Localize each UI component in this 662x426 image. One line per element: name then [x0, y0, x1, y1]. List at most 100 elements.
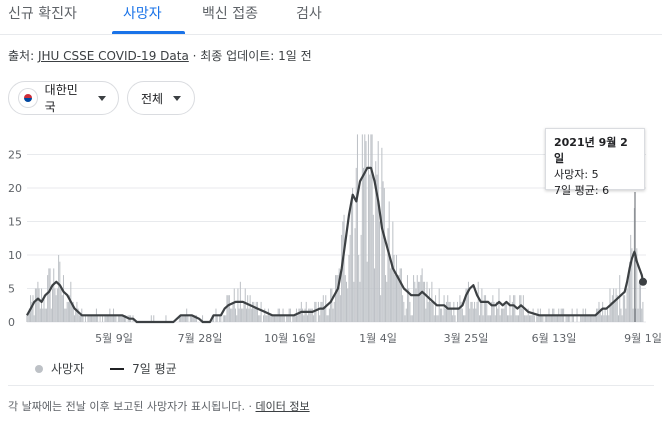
daily-death-bar	[383, 188, 385, 322]
tab-vaccinations[interactable]: 백신 접종	[202, 6, 258, 22]
daily-death-bar	[354, 228, 356, 322]
daily-death-bar	[565, 315, 567, 322]
deaths-chart[interactable]: 0 5 10 15 20 25 5월 9일 7월 28일 10월 16일 1월 4일 3월 25일 6…	[0, 120, 662, 352]
daily-death-bar	[414, 281, 416, 322]
bar-legend-marker	[35, 364, 43, 373]
daily-death-bar	[292, 315, 294, 322]
daily-death-bar	[274, 315, 276, 322]
daily-death-bar	[403, 301, 405, 322]
daily-death-bar	[72, 301, 74, 322]
daily-death-bar	[59, 261, 61, 322]
data-info-link[interactable]: 데이터 정보	[255, 400, 310, 413]
daily-death-bar	[497, 308, 499, 322]
daily-death-bar	[541, 315, 543, 322]
daily-death-bar	[65, 308, 67, 322]
y-tick-label: 10	[8, 249, 22, 262]
source-link[interactable]: JHU CSSE COVID-19 Data	[37, 49, 189, 63]
daily-death-bar	[580, 315, 582, 322]
daily-death-bar	[374, 268, 376, 322]
footnote-separator: ·	[245, 400, 256, 413]
daily-death-bar	[49, 268, 51, 322]
daily-death-bar	[638, 281, 640, 322]
daily-death-bar	[641, 308, 643, 322]
x-tick-label: 5월 9일	[95, 331, 133, 345]
tab-tests[interactable]: 검사	[296, 6, 322, 22]
daily-death-bar	[549, 315, 551, 322]
daily-death-bar	[345, 281, 347, 322]
daily-death-bar	[630, 234, 632, 322]
daily-death-bar	[386, 281, 388, 322]
daily-death-bar	[607, 308, 609, 322]
tab-new-cases[interactable]: 신규 확진자	[8, 6, 77, 22]
daily-death-bar	[472, 308, 474, 322]
x-tick-label: 9월 1일	[624, 331, 662, 345]
daily-death-bar	[416, 275, 418, 322]
daily-death-bar	[92, 315, 94, 322]
daily-death-bar	[533, 315, 535, 322]
daily-death-bar	[39, 308, 41, 322]
daily-death-bar	[449, 301, 451, 322]
daily-death-bar	[470, 301, 472, 322]
daily-death-bar	[443, 295, 445, 322]
daily-death-bar	[122, 315, 124, 322]
daily-death-bar	[639, 281, 641, 322]
daily-death-bar	[397, 275, 399, 322]
daily-death-bar	[524, 315, 526, 322]
daily-death-bar	[496, 301, 498, 322]
daily-death-bar	[637, 308, 639, 322]
daily-death-bar	[276, 315, 278, 322]
daily-death-bar	[220, 315, 222, 322]
daily-death-bar	[121, 315, 123, 322]
daily-death-bar	[153, 315, 155, 322]
daily-death-bar	[336, 275, 338, 322]
daily-death-bar	[26, 315, 28, 322]
daily-death-bar	[492, 295, 494, 322]
daily-death-bar	[298, 308, 300, 322]
daily-death-bar	[435, 295, 437, 322]
daily-death-bar	[230, 308, 232, 322]
daily-death-bar	[626, 288, 628, 322]
daily-death-bar	[43, 295, 45, 322]
daily-death-bar	[458, 308, 460, 322]
chevron-down-icon	[98, 95, 106, 101]
daily-death-bar	[555, 315, 557, 322]
region-dropdown[interactable]: 대한민국	[8, 81, 119, 115]
daily-death-bar	[506, 315, 509, 322]
daily-death-bar	[502, 308, 504, 322]
legend-bars-label: 사망자	[51, 362, 85, 376]
daily-death-bar	[427, 301, 429, 322]
daily-death-bar	[27, 315, 29, 322]
daily-death-bar	[78, 315, 80, 322]
daily-death-bar	[399, 268, 401, 322]
daily-death-bar	[303, 315, 305, 322]
daily-death-bar	[191, 315, 193, 322]
tab-deaths[interactable]: 사망자	[123, 6, 162, 22]
daily-death-bar	[342, 221, 344, 322]
daily-death-bar	[521, 308, 523, 322]
daily-death-bar	[328, 308, 330, 322]
daily-death-bar	[405, 308, 407, 322]
daily-death-bar	[123, 315, 125, 322]
daily-death-bar	[453, 301, 455, 322]
daily-death-bar	[106, 315, 108, 322]
daily-death-bar	[419, 281, 421, 322]
daily-death-bar	[193, 315, 195, 322]
daily-death-bar	[442, 315, 444, 322]
daily-death-bar	[426, 281, 428, 322]
daily-death-bar	[82, 315, 84, 322]
daily-death-bar	[589, 315, 591, 322]
daily-death-bar	[343, 214, 345, 322]
daily-death-bar	[347, 288, 349, 322]
daily-death-bar	[365, 141, 367, 322]
daily-death-bar	[270, 315, 272, 322]
daily-death-bar	[587, 315, 589, 322]
daily-death-bar	[184, 315, 186, 322]
daily-death-bar	[117, 315, 119, 322]
scope-dropdown[interactable]: 전체	[127, 81, 195, 115]
daily-death-bar	[599, 308, 601, 322]
daily-death-bar	[380, 295, 382, 322]
daily-death-bar	[249, 295, 251, 322]
tab-bar: 신규 확진자 사망자 백신 접종 검사	[0, 0, 662, 35]
daily-death-bar	[624, 295, 626, 322]
active-tab-indicator	[112, 31, 185, 34]
